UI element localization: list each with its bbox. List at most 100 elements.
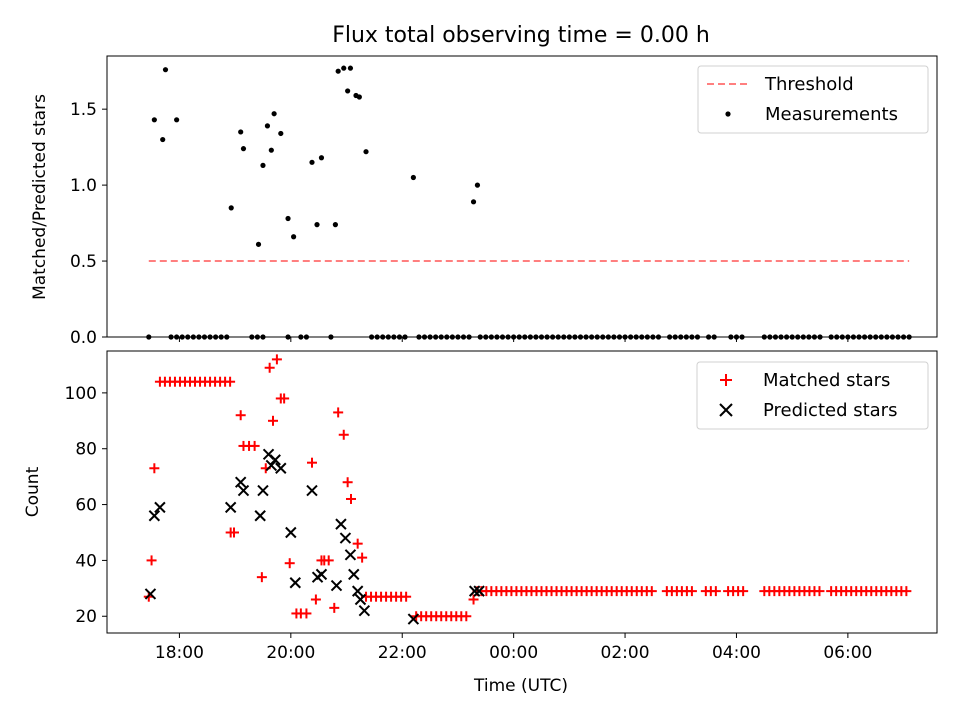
bottom-plot-marks — [143, 354, 912, 625]
predicted-marker — [275, 462, 287, 474]
matched-marker — [249, 440, 260, 451]
predicted-marker — [154, 501, 166, 514]
legend-measurements-label: Measurements — [765, 104, 898, 125]
predicted-marker — [306, 484, 318, 497]
bottom-panel: Count Time (UTC) 20 40 60 80 100 18:00 20:00 2… — [23, 350, 938, 696]
bottom-ylabel: Count — [23, 466, 43, 517]
predicted-marker — [315, 568, 328, 581]
predicted-marker — [330, 579, 343, 592]
matched-marker — [342, 477, 353, 488]
matched-marker — [256, 572, 267, 583]
matched-marker — [306, 457, 317, 468]
legend-matched-label: Matched stars — [763, 370, 890, 391]
measurement-point — [151, 117, 157, 123]
bottom-plot-frame — [106, 350, 938, 634]
matched-marker — [323, 555, 334, 566]
matched-marker — [814, 586, 825, 597]
predicted-marker — [285, 526, 297, 539]
predicted-marker — [473, 585, 485, 597]
measurement-point — [345, 88, 351, 94]
matched-marker — [284, 558, 295, 569]
matched-marker — [279, 393, 290, 404]
matched-marker — [264, 362, 275, 373]
predicted-marker — [269, 454, 281, 466]
matched-marker — [235, 410, 246, 421]
predicted-marker — [339, 532, 352, 544]
matched-marker — [646, 586, 657, 597]
matched-marker — [352, 538, 363, 549]
predicted-marker — [289, 577, 301, 589]
legend-matched-swatch — [720, 374, 732, 386]
bottom-xlabel: Time (UTC) — [473, 676, 568, 696]
matched-marker — [738, 586, 749, 597]
x-tick-label: 04:00 — [712, 643, 761, 663]
predicted-marker — [144, 588, 157, 600]
measurement-point — [285, 215, 291, 222]
y-tick-label: 40 — [75, 551, 97, 571]
x-tick-label: 20:00 — [266, 643, 315, 663]
matched-marker — [333, 407, 344, 418]
legend-predicted-swatch — [719, 403, 733, 417]
predicted-marker — [234, 476, 247, 488]
matched-marker — [149, 463, 160, 474]
predicted-marker — [348, 568, 360, 581]
predicted-marker — [257, 484, 269, 497]
matched-marker — [357, 552, 368, 563]
measurement-point — [278, 130, 284, 137]
matched-marker — [310, 594, 321, 605]
measurement-point — [341, 65, 347, 71]
matched-marker — [686, 586, 697, 597]
measurement-point — [160, 136, 166, 143]
measurement-point — [260, 162, 266, 168]
measurement-point — [474, 182, 481, 188]
matched-marker — [268, 415, 278, 426]
measurement-point — [318, 155, 325, 161]
matched-marker — [146, 555, 157, 566]
predicted-marker — [265, 459, 278, 472]
predicted-marker — [224, 501, 237, 514]
measurement-point — [264, 123, 271, 129]
x-tick-label: 18:00 — [155, 643, 204, 663]
matched-marker — [461, 611, 472, 622]
x-tick-label: 22:00 — [378, 643, 427, 663]
measurement-point — [162, 67, 169, 73]
chart-title: Flux total observing time = 0.00 h — [332, 23, 710, 48]
y-tick-label: 100 — [65, 384, 97, 404]
measurement-point — [335, 68, 341, 74]
matched-marker — [329, 602, 340, 613]
measurement-point — [347, 65, 354, 71]
measurement-point — [410, 174, 416, 181]
legend-threshold-label: Threshold — [764, 74, 854, 95]
matched-marker — [338, 429, 349, 440]
measurement-point — [271, 111, 277, 117]
predicted-marker — [354, 593, 367, 606]
top-legend: Threshold Measurements — [697, 65, 929, 134]
matched-marker — [468, 594, 479, 605]
matched-marker — [710, 586, 721, 597]
matched-marker — [301, 608, 312, 619]
legend-measurements-swatch — [725, 111, 731, 117]
matched-marker — [401, 591, 412, 602]
bottom-legend: Matched stars Predicted stars — [696, 361, 929, 430]
measurement-point — [238, 129, 244, 135]
measurement-point — [240, 146, 247, 152]
predicted-marker — [148, 510, 161, 522]
y-tick-label: 1.5 — [70, 100, 97, 120]
matched-marker — [225, 376, 236, 387]
measurement-point — [314, 222, 320, 228]
measurement-point — [268, 147, 274, 153]
top-ylabel: Matched/Predicted stars — [30, 94, 50, 300]
predicted-marker — [237, 484, 250, 497]
bottom-x-ticks: 18:00 20:00 22:00 00:00 02:00 04:00 06:00 — [155, 633, 872, 663]
matched-marker — [271, 354, 282, 365]
measurement-point — [174, 117, 180, 123]
legend-predicted-label: Predicted stars — [763, 400, 897, 421]
measurement-point — [255, 241, 262, 247]
measurement-point — [291, 234, 297, 240]
predicted-marker — [344, 549, 357, 561]
predicted-marker — [335, 518, 347, 530]
top-plot-frame — [106, 55, 938, 338]
matched-marker — [345, 493, 356, 504]
y-tick-label: 20 — [75, 607, 97, 627]
